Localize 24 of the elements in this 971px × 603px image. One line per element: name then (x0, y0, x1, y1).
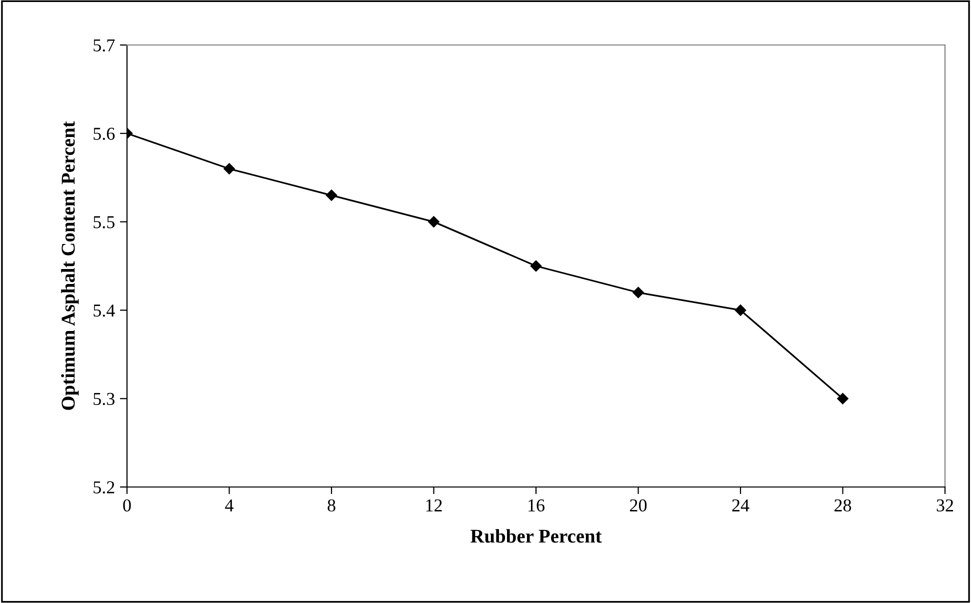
point (837, 392, 848, 404)
x-tick-label: 0 (123, 499, 131, 512)
y-tick-label: 5.7 (94, 39, 115, 52)
x-tick-label: 20 (630, 499, 647, 512)
x-tick-label: 16 (528, 499, 544, 512)
y-tick-label: 5.3 (94, 392, 114, 406)
point (428, 216, 440, 228)
y-tick-label: 5.2 (94, 481, 114, 494)
x-tick-label: 8 (328, 499, 336, 512)
y-axis-title: Optimum Asphalt Content Percent (61, 121, 79, 410)
point (530, 260, 542, 272)
point (632, 286, 644, 298)
point (734, 304, 746, 316)
point (326, 190, 338, 201)
y-tick-label: 5.5 (94, 216, 114, 228)
y-tick-label: 5.4 (94, 304, 115, 317)
x-tick-label: 12 (426, 499, 442, 512)
x-tick-label: 28 (834, 499, 852, 512)
x-tick-label: 32 (936, 499, 954, 512)
point (224, 163, 235, 174)
x-tick-label: 24 (732, 499, 750, 512)
x-axis-title: Rubber Percent (470, 529, 602, 543)
x-tick-label: 4 (225, 499, 234, 512)
y-tick-label: 5.6 (94, 128, 115, 140)
